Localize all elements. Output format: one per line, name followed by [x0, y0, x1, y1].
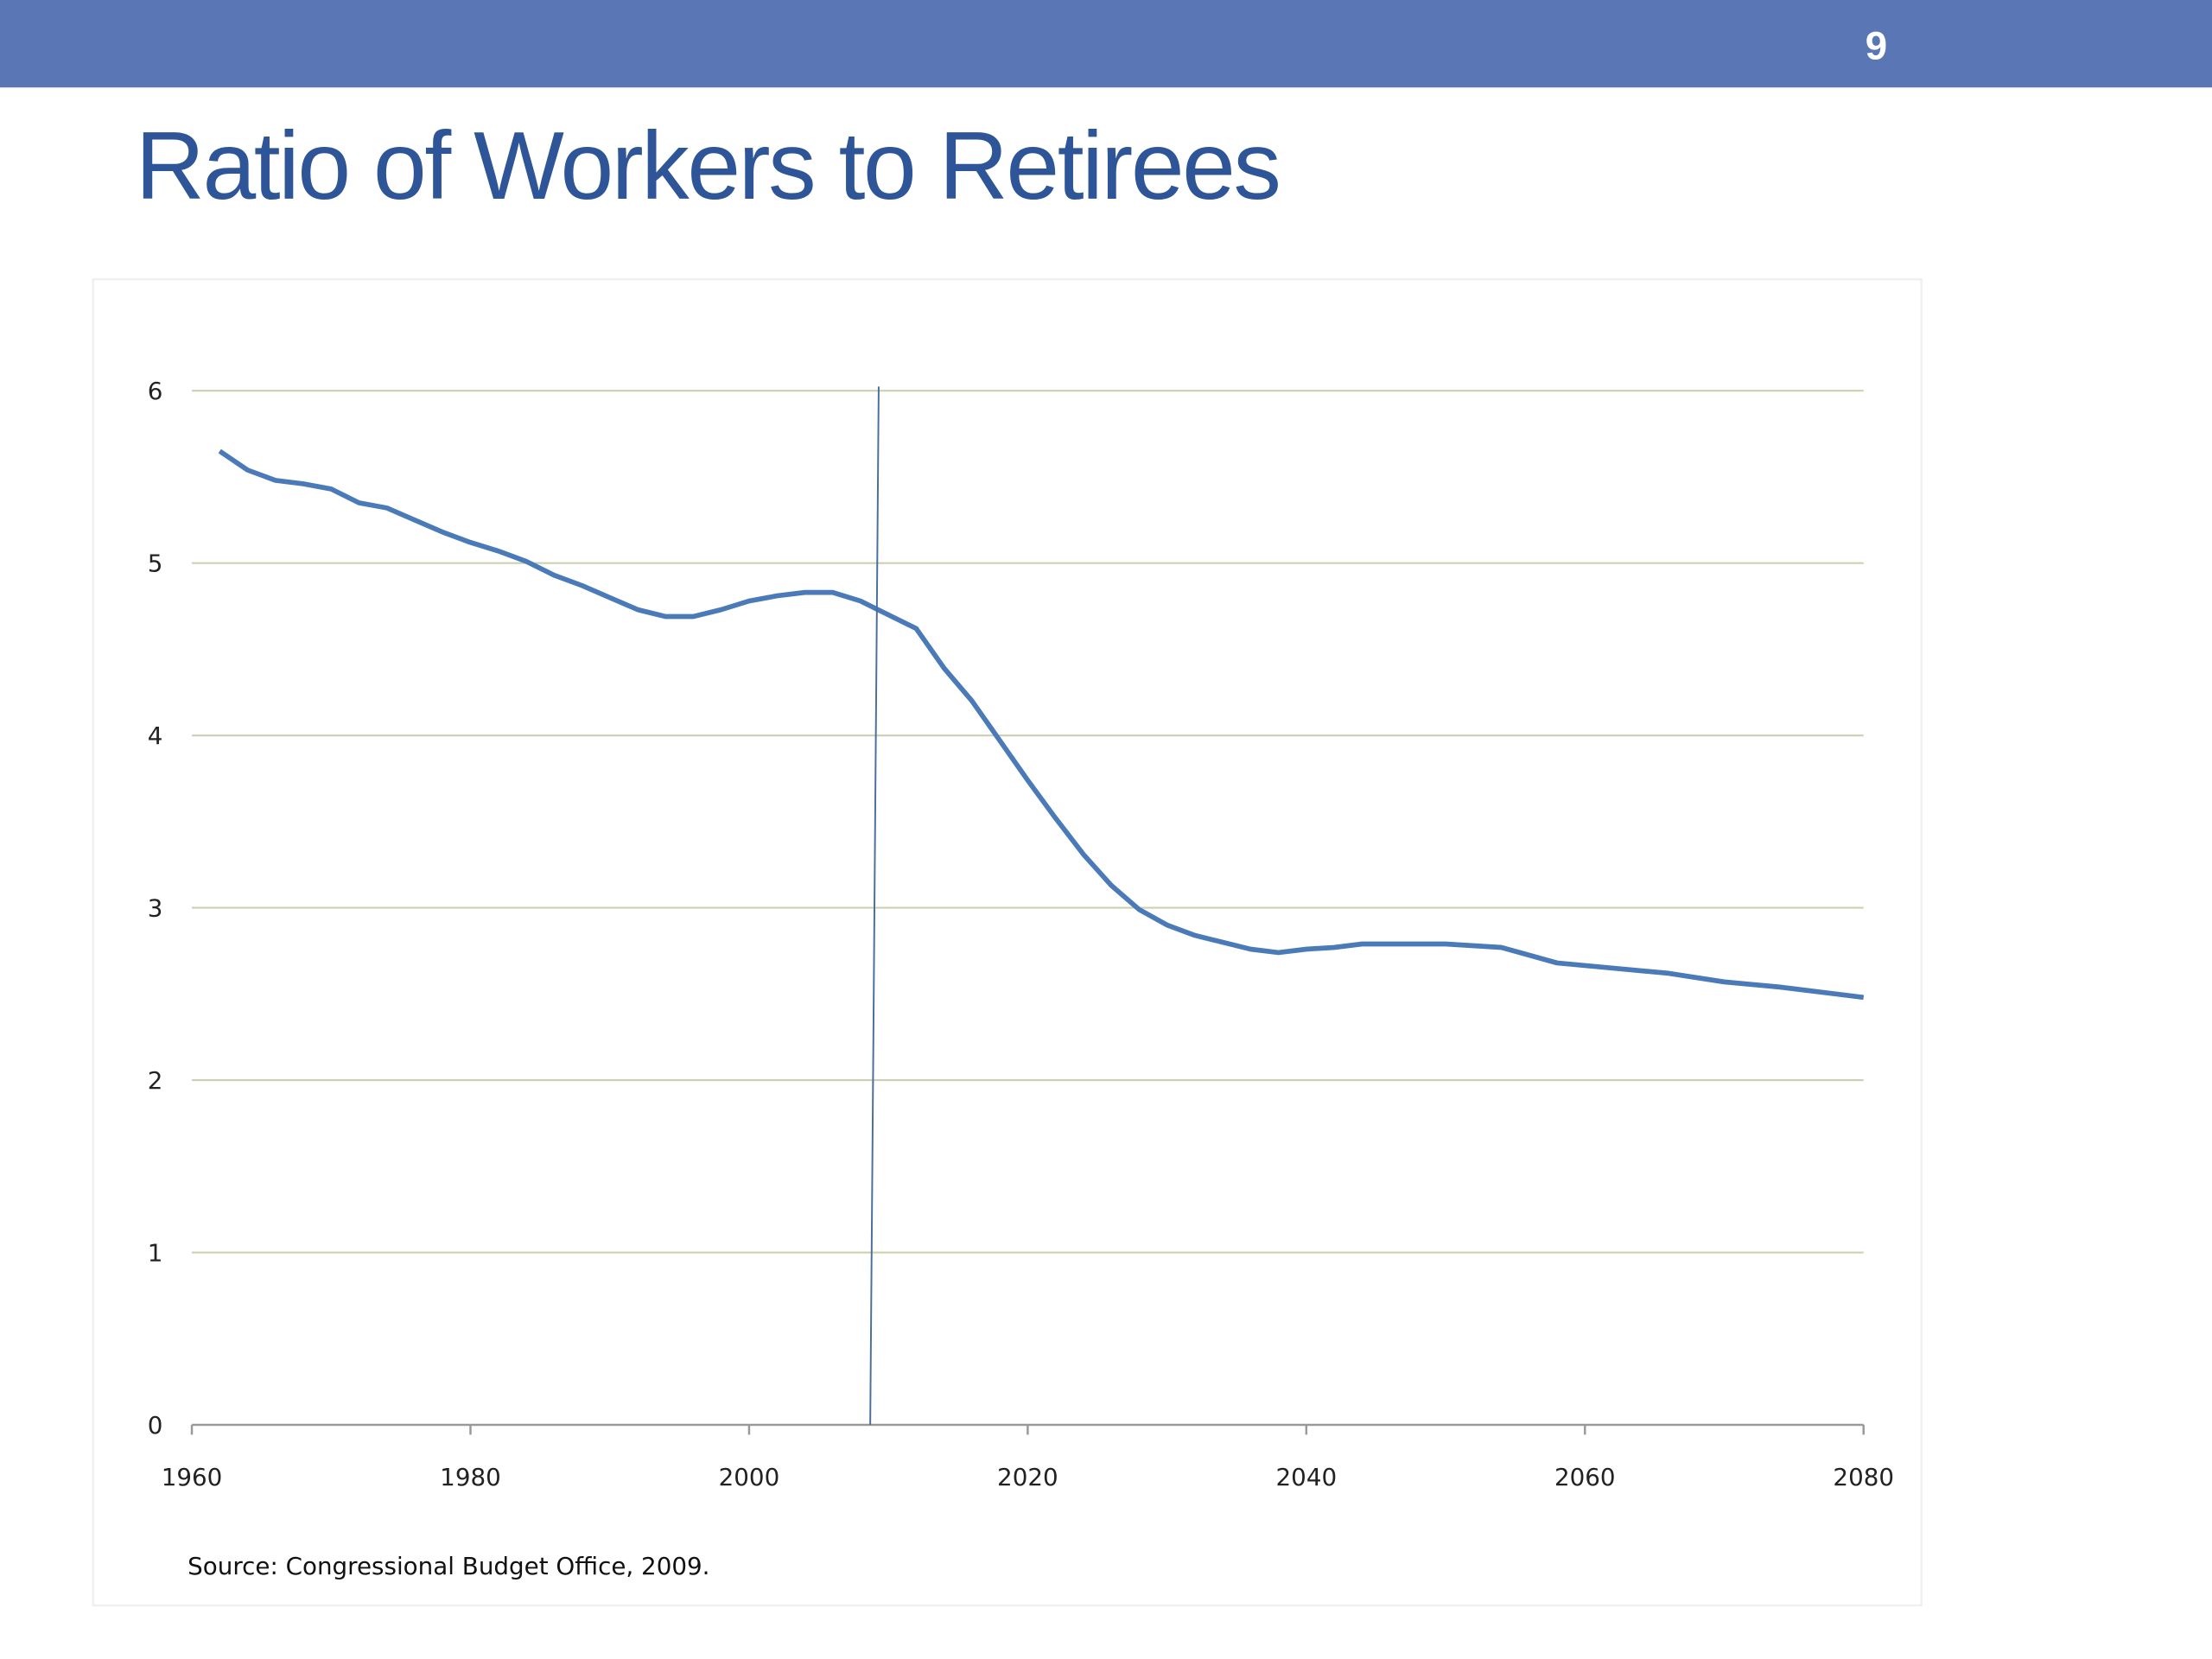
x-tick-label: 1980: [440, 1463, 501, 1491]
x-tick-label: 2000: [719, 1463, 780, 1491]
x-tick-label: 1960: [162, 1463, 223, 1491]
x-tick-label: 2060: [1554, 1463, 1616, 1491]
source-note: Source: Congressional Budget Office, 200…: [188, 1552, 709, 1580]
x-tick-label: 2020: [997, 1463, 1058, 1491]
x-tick-label: 2080: [1833, 1463, 1894, 1491]
y-tick-label: 5: [148, 549, 163, 577]
y-tick-label: 2: [148, 1066, 163, 1095]
chart-frame: [92, 278, 1923, 1607]
y-tick-label: 1: [148, 1238, 163, 1267]
slide-title: Ratio of Workers to Retirees: [136, 111, 1280, 219]
y-tick-label: 4: [148, 721, 163, 750]
page-number: 9: [1866, 24, 1887, 68]
data-line: [218, 448, 1865, 1001]
y-tick-label: 3: [148, 893, 163, 922]
reference-line: [869, 386, 880, 1425]
y-tick-label: 6: [148, 377, 163, 405]
x-tick-label: 2040: [1276, 1463, 1338, 1491]
header-bar: [0, 0, 2212, 88]
y-tick-label: 0: [148, 1411, 163, 1440]
